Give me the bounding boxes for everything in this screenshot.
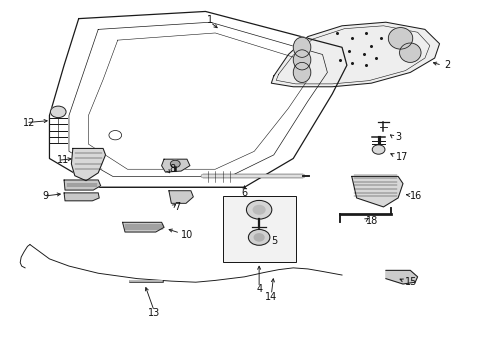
Ellipse shape bbox=[387, 28, 412, 49]
Ellipse shape bbox=[293, 37, 310, 57]
Text: 6: 6 bbox=[241, 188, 247, 198]
Ellipse shape bbox=[399, 43, 420, 62]
Text: 18: 18 bbox=[366, 216, 378, 226]
Polygon shape bbox=[161, 159, 189, 172]
Text: 12: 12 bbox=[22, 118, 35, 128]
Text: 7: 7 bbox=[173, 202, 180, 212]
Text: 1: 1 bbox=[207, 15, 213, 26]
Polygon shape bbox=[351, 176, 402, 207]
Text: 16: 16 bbox=[409, 191, 422, 201]
Text: 2: 2 bbox=[444, 60, 450, 70]
Text: 14: 14 bbox=[264, 292, 277, 302]
Text: 17: 17 bbox=[395, 152, 407, 162]
Polygon shape bbox=[64, 180, 101, 190]
Polygon shape bbox=[71, 148, 105, 181]
Text: 4: 4 bbox=[256, 284, 262, 294]
Circle shape bbox=[371, 145, 384, 154]
FancyBboxPatch shape bbox=[222, 196, 295, 262]
Polygon shape bbox=[168, 191, 193, 203]
Polygon shape bbox=[122, 222, 163, 232]
Polygon shape bbox=[385, 270, 417, 284]
Text: 8: 8 bbox=[168, 164, 175, 174]
Ellipse shape bbox=[293, 62, 310, 82]
Circle shape bbox=[253, 206, 264, 214]
Text: 3: 3 bbox=[395, 132, 401, 142]
Text: 10: 10 bbox=[181, 230, 193, 239]
Polygon shape bbox=[271, 22, 439, 87]
Circle shape bbox=[248, 229, 269, 245]
Ellipse shape bbox=[293, 50, 310, 70]
Text: 15: 15 bbox=[405, 277, 417, 287]
Text: 9: 9 bbox=[42, 191, 48, 201]
Circle shape bbox=[170, 160, 180, 167]
Circle shape bbox=[254, 234, 264, 241]
Circle shape bbox=[50, 106, 66, 118]
Polygon shape bbox=[64, 193, 99, 201]
Text: 5: 5 bbox=[271, 236, 277, 246]
Circle shape bbox=[246, 201, 271, 219]
Text: 13: 13 bbox=[148, 309, 160, 318]
Text: 11: 11 bbox=[57, 155, 69, 165]
